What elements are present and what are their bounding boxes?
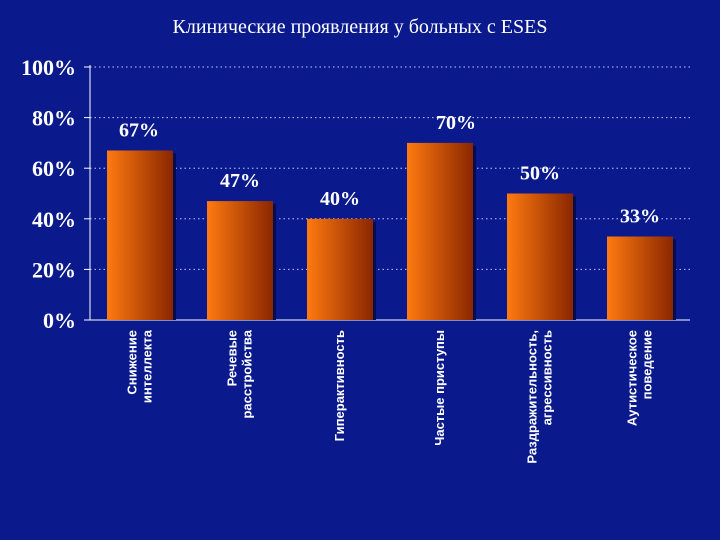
bar [407, 142, 473, 320]
x-category-label: поведение [640, 330, 655, 399]
gridlines [90, 66, 690, 270]
x-category-label: Снижение [125, 330, 140, 395]
page-title: Клинические проявления у больных с ESES [172, 16, 548, 38]
bar [107, 150, 173, 320]
y-tick-labels: 0% 20% 40% 60% 80% 100% [21, 55, 76, 333]
x-category-label: Раздражительность, [525, 330, 540, 464]
y-tick-label: 80% [32, 106, 76, 131]
y-tick-label: 100% [21, 55, 76, 80]
bar [607, 236, 673, 320]
data-label: 70% [436, 112, 476, 134]
bar [207, 201, 273, 320]
x-category-label: Аутистическое [625, 330, 640, 426]
y-tick-label: 0% [43, 308, 76, 333]
bar [307, 218, 373, 320]
data-label: 50% [520, 163, 560, 185]
y-tick-label: 40% [32, 207, 76, 232]
data-label: 33% [620, 206, 660, 228]
data-labels: 67% 47% 40% 70% 50% 33% [119, 112, 660, 228]
x-category-labels: Снижение интеллекта Речевые расстройства Гип… [125, 329, 655, 463]
y-tick-label: 20% [32, 257, 76, 282]
data-label: 40% [320, 188, 360, 210]
x-category-label: Гиперактивность [332, 330, 347, 441]
x-category-label: Частые приступы [432, 330, 447, 446]
data-label: 67% [119, 119, 159, 141]
x-category-label: агрессивность [540, 330, 555, 425]
x-category-label: Речевые [225, 330, 240, 386]
x-category-label: интеллекта [140, 329, 155, 403]
y-tick-label: 60% [32, 156, 76, 181]
x-category-label: расстройства [240, 329, 255, 418]
data-label: 47% [220, 170, 260, 192]
axes [84, 65, 690, 321]
bar [507, 193, 573, 320]
bars [107, 142, 676, 320]
